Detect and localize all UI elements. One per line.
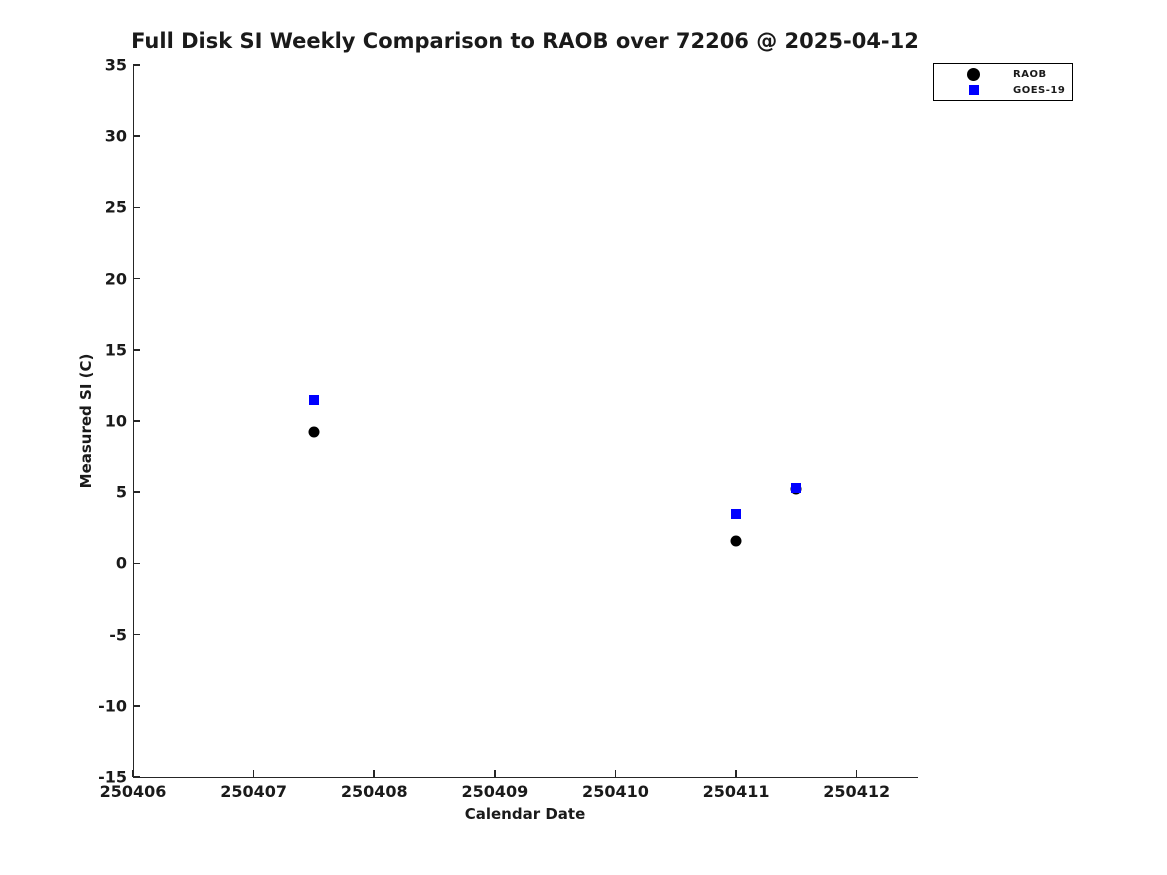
x-tick-label: 250411 [702, 782, 770, 801]
x-tick-label: 250406 [99, 782, 167, 801]
x-tick-mark [373, 770, 375, 777]
legend-item-raob: RAOB [934, 66, 1072, 82]
x-tick-label: 250412 [823, 782, 891, 801]
goes19-square-icon [968, 85, 979, 95]
data-point-raob [730, 535, 742, 547]
x-tick-mark [614, 770, 617, 777]
y-tick-label: 0 [115, 553, 127, 573]
x-tick-label: 250408 [340, 782, 408, 801]
y-tick-mark [133, 420, 140, 422]
y-tick-label: 35 [104, 55, 127, 75]
y-tick-mark [133, 562, 140, 565]
y-tick-label: 30 [104, 126, 127, 146]
x-tick-mark [735, 770, 737, 777]
y-axis-label: Measured SI (C) [77, 353, 95, 489]
y-tick-mark [133, 135, 140, 137]
x-tick-label: 250409 [461, 782, 529, 801]
data-point-goes-19 [731, 508, 742, 519]
x-tick-label: 250410 [582, 782, 649, 801]
data-point-goes-19 [308, 394, 319, 405]
legend-label-goes19: GOES-19 [1013, 84, 1066, 96]
y-tick-label: -10 [98, 696, 127, 716]
x-tick-mark [252, 770, 255, 777]
x-axis-label: Calendar Date [464, 805, 586, 823]
y-tick-mark [133, 776, 140, 778]
y-tick-mark [133, 277, 140, 280]
y-tick-label: 20 [104, 269, 127, 289]
y-tick-label: -15 [98, 767, 127, 787]
data-point-goes-19 [791, 482, 802, 493]
y-tick-label: 10 [104, 411, 127, 431]
plot-area [133, 65, 918, 778]
y-tick-mark [133, 491, 140, 493]
chart-title: Full Disk SI Weekly Comparison to RAOB o… [131, 29, 919, 53]
y-tick-mark [133, 64, 140, 66]
data-point-raob [308, 426, 320, 438]
x-tick-mark [494, 770, 496, 777]
legend: RAOB GOES-19 [933, 63, 1073, 101]
x-tick-mark [132, 770, 134, 777]
legend-label-raob: RAOB [1013, 68, 1047, 80]
y-tick-label: 15 [104, 340, 127, 360]
y-tick-mark [133, 206, 140, 209]
raob-circle-icon [967, 67, 980, 81]
legend-item-goes19: GOES-19 [934, 82, 1072, 98]
y-tick-mark [133, 705, 140, 707]
x-tick-label: 250407 [220, 782, 288, 801]
y-tick-label: 5 [115, 482, 127, 502]
x-tick-mark [855, 770, 858, 777]
y-tick-mark [133, 349, 140, 351]
y-tick-mark [133, 633, 140, 636]
y-tick-label: 25 [104, 197, 127, 217]
y-tick-label: -5 [109, 625, 127, 645]
